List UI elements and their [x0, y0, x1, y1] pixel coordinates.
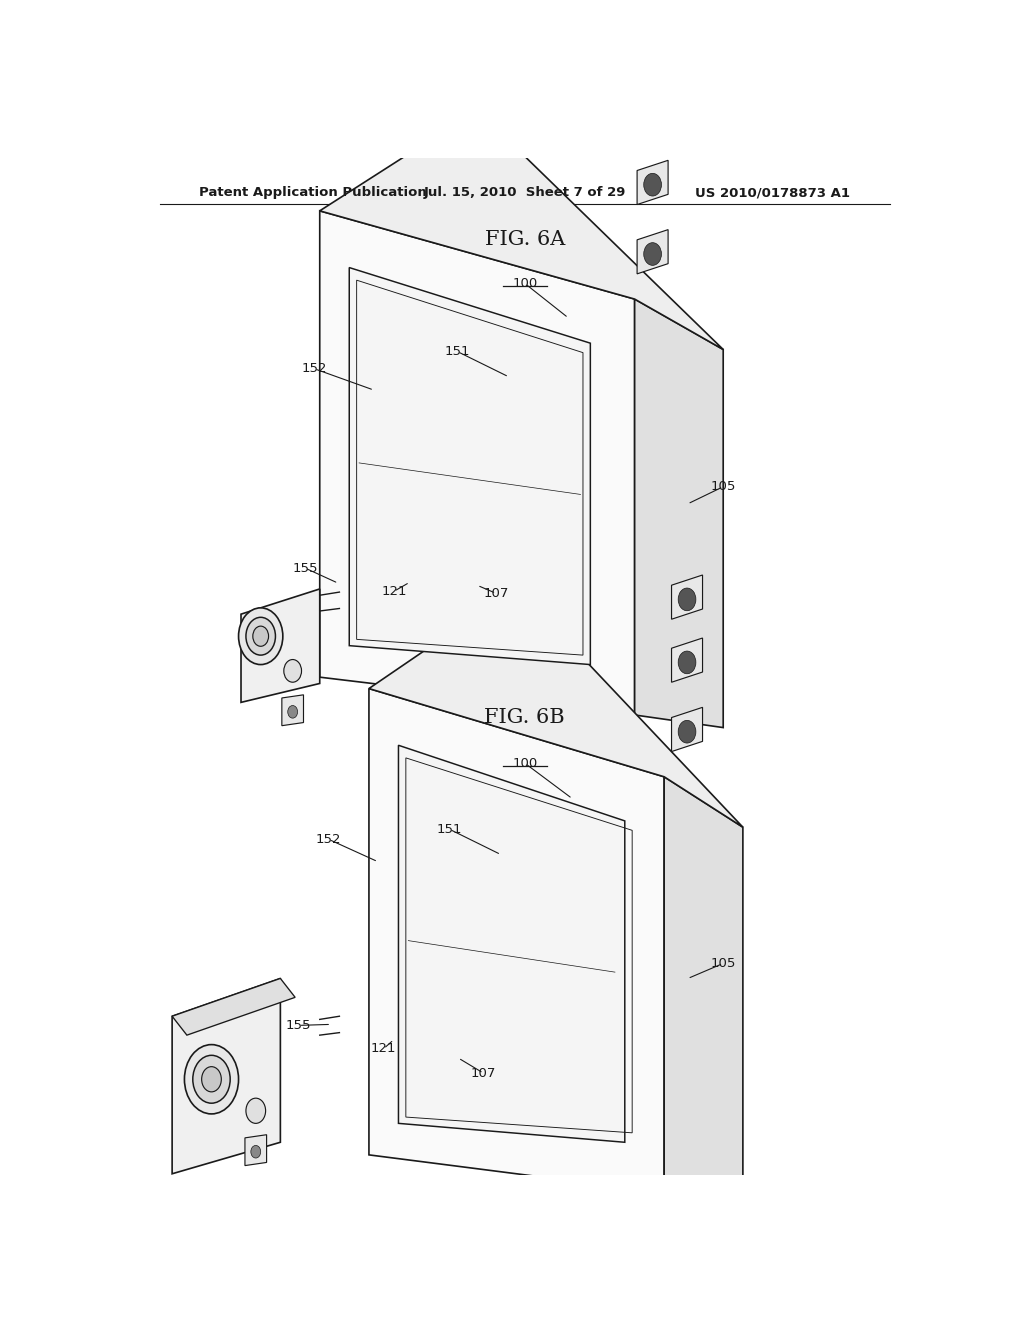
Circle shape — [184, 1044, 239, 1114]
Text: FIG. 6B: FIG. 6B — [484, 708, 565, 727]
Circle shape — [678, 651, 696, 673]
Polygon shape — [172, 978, 295, 1035]
Text: 155: 155 — [292, 561, 317, 574]
Text: 100: 100 — [512, 756, 538, 770]
Text: 107: 107 — [471, 1067, 497, 1080]
Polygon shape — [349, 268, 591, 664]
Circle shape — [251, 1146, 261, 1158]
Circle shape — [253, 626, 268, 647]
Polygon shape — [172, 978, 281, 1173]
Polygon shape — [245, 1135, 266, 1166]
Circle shape — [202, 1067, 221, 1092]
Circle shape — [678, 587, 696, 611]
Circle shape — [288, 705, 298, 718]
Polygon shape — [635, 300, 723, 727]
Text: 152: 152 — [302, 362, 328, 375]
Polygon shape — [398, 746, 625, 1142]
Text: 121: 121 — [371, 1043, 396, 1055]
Text: 155: 155 — [286, 1019, 311, 1032]
Text: Patent Application Publication: Patent Application Publication — [200, 186, 427, 199]
Polygon shape — [369, 587, 742, 828]
Text: US 2010/0178873 A1: US 2010/0178873 A1 — [695, 186, 850, 199]
Polygon shape — [672, 638, 702, 682]
Circle shape — [678, 721, 696, 743]
Polygon shape — [672, 576, 702, 619]
Circle shape — [239, 607, 283, 664]
Text: 105: 105 — [711, 957, 736, 970]
Text: 151: 151 — [444, 345, 470, 358]
Text: FIG. 6A: FIG. 6A — [484, 230, 565, 249]
Polygon shape — [665, 776, 742, 1205]
Circle shape — [644, 243, 662, 265]
Text: 151: 151 — [436, 822, 462, 836]
Text: 152: 152 — [316, 833, 342, 846]
Circle shape — [193, 1055, 230, 1104]
Polygon shape — [319, 110, 723, 350]
Polygon shape — [241, 589, 319, 702]
Polygon shape — [369, 689, 665, 1193]
Circle shape — [644, 111, 662, 133]
Text: Jul. 15, 2010  Sheet 7 of 29: Jul. 15, 2010 Sheet 7 of 29 — [424, 186, 626, 199]
Polygon shape — [282, 694, 303, 726]
Polygon shape — [637, 230, 668, 273]
Circle shape — [284, 660, 301, 682]
Polygon shape — [319, 211, 635, 715]
Polygon shape — [637, 98, 668, 141]
Text: 105: 105 — [711, 480, 736, 494]
Circle shape — [644, 173, 662, 197]
Circle shape — [246, 618, 275, 655]
Polygon shape — [672, 708, 702, 751]
Text: 107: 107 — [483, 587, 509, 599]
Polygon shape — [637, 160, 668, 205]
Circle shape — [246, 1098, 265, 1123]
Text: 100: 100 — [512, 277, 538, 290]
Text: 121: 121 — [381, 585, 407, 598]
